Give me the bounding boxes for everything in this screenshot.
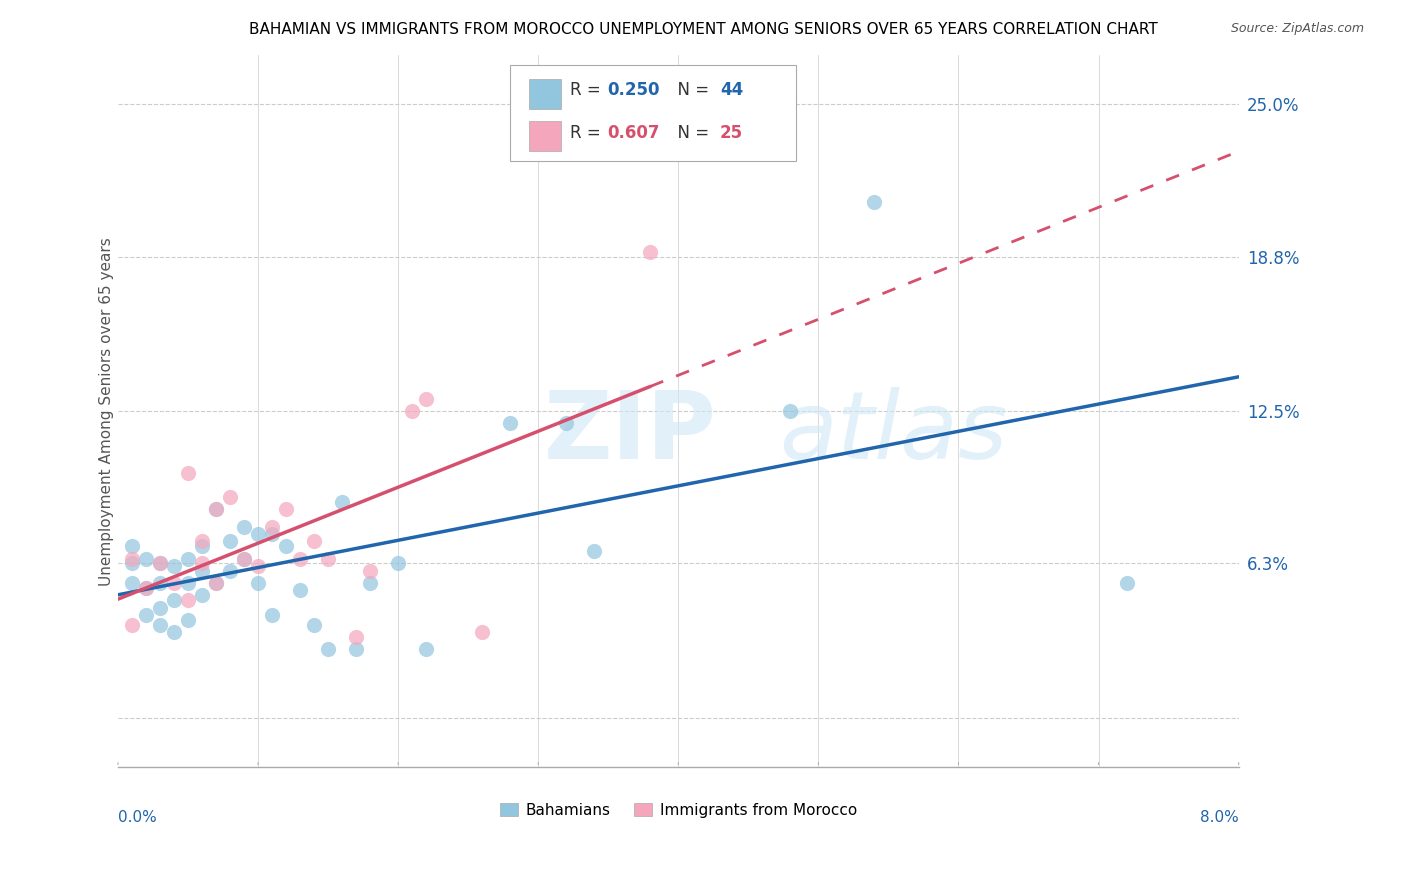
Point [233,519,256,533]
Point [177,613,200,627]
Point [135,607,157,622]
Point [163,625,186,640]
FancyBboxPatch shape [529,78,561,109]
Point [316,551,339,566]
Point [163,593,186,607]
Point [233,551,256,566]
Point [149,617,172,632]
Point [205,502,228,516]
Point [1115,576,1137,591]
Point [247,576,270,591]
Point [163,558,186,573]
Point [177,593,200,607]
Point [219,490,242,504]
FancyBboxPatch shape [529,120,561,151]
Point [247,527,270,541]
Point [274,539,297,553]
Point [205,576,228,591]
Point [149,557,172,571]
Point [316,642,339,657]
Point [779,404,801,418]
Text: 44: 44 [720,81,742,99]
Point [205,576,228,591]
Text: N =: N = [666,81,714,99]
Text: R =: R = [569,124,606,142]
Point [274,502,297,516]
Point [330,495,353,509]
Point [149,557,172,571]
Point [135,581,157,595]
Point [135,551,157,566]
Point [191,557,214,571]
Point [359,564,381,578]
Point [288,551,311,566]
Text: Source: ZipAtlas.com: Source: ZipAtlas.com [1230,22,1364,36]
Point [121,617,143,632]
Point [219,564,242,578]
Point [583,544,606,558]
Point [415,392,437,406]
Point [262,527,284,541]
Text: 8.0%: 8.0% [1199,810,1239,825]
Point [262,607,284,622]
Text: 0.0%: 0.0% [118,810,156,825]
Point [135,581,157,595]
Point [177,551,200,566]
Point [191,564,214,578]
Point [387,557,409,571]
Point [233,551,256,566]
Point [191,588,214,602]
Point [302,617,325,632]
Point [191,539,214,553]
Text: 0.607: 0.607 [607,124,661,142]
Point [121,557,143,571]
Point [219,534,242,549]
Point [177,576,200,591]
Point [471,625,494,640]
Point [640,244,662,259]
Point [359,576,381,591]
Text: R =: R = [569,81,606,99]
Point [288,583,311,598]
Text: N =: N = [666,124,714,142]
Point [401,404,423,418]
Point [863,195,886,210]
Point [302,534,325,549]
Point [344,630,367,644]
Text: BAHAMIAN VS IMMIGRANTS FROM MOROCCO UNEMPLOYMENT AMONG SENIORS OVER 65 YEARS COR: BAHAMIAN VS IMMIGRANTS FROM MOROCCO UNEM… [249,22,1157,37]
Legend: Bahamians, Immigrants from Morocco: Bahamians, Immigrants from Morocco [494,797,863,823]
Point [121,539,143,553]
Point [415,642,437,657]
Point [555,417,578,431]
Y-axis label: Unemployment Among Seniors over 65 years: Unemployment Among Seniors over 65 years [100,237,114,585]
Text: 0.250: 0.250 [607,81,661,99]
Point [191,534,214,549]
Point [344,642,367,657]
Point [262,519,284,533]
Point [177,466,200,480]
Point [149,576,172,591]
Point [247,558,270,573]
FancyBboxPatch shape [510,65,796,161]
Point [499,417,522,431]
Point [149,600,172,615]
Point [121,551,143,566]
Text: ZIP: ZIP [544,386,717,479]
Text: atlas: atlas [779,387,1008,478]
Text: 25: 25 [720,124,742,142]
Point [163,576,186,591]
Point [205,502,228,516]
Point [121,576,143,591]
